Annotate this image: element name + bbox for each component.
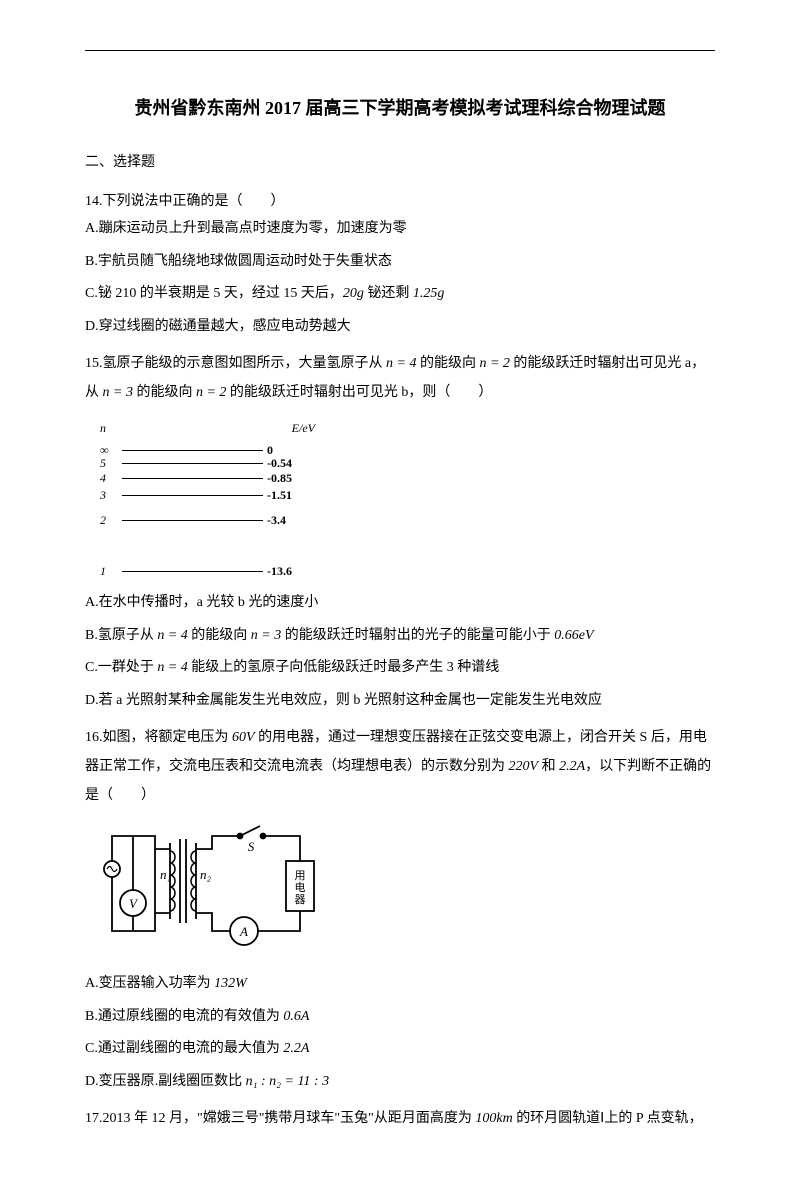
- question-15: 15.氢原子能级的示意图如图所示，大量氢原子从 n = 4 的能级向 n = 2…: [85, 349, 715, 715]
- q16-option-c: C.通过副线圈的电流的最大值为 2.2A: [85, 1036, 715, 1063]
- question-16: 16.如图，将额定电压为 60V 的用电器，通过一理想变压器接在正弦交变电源上，…: [85, 723, 715, 1096]
- q14-option-a: A.蹦床运动员上升到最高点时速度为零，加速度为零: [85, 216, 715, 243]
- energy-level-1: 1 -13.6: [100, 563, 315, 580]
- q14-option-c: C.铋 210 的半衰期是 5 天，经过 15 天后，20g 铋还剩 1.25g: [85, 281, 715, 308]
- q15-option-b: B.氢原子从 n = 4 的能级向 n = 3 的能级跃迁时辐射出的光子的能量可…: [85, 623, 715, 650]
- transformer-circuit-diagram: V S 用 电 器: [100, 821, 715, 962]
- question-14: 14.下列说法中正确的是（ ） A.蹦床运动员上升到最高点时速度为零，加速度为零…: [85, 187, 715, 341]
- energy-level-3: 3 -1.51: [100, 487, 315, 504]
- q14-option-b: B.宇航员随飞船绕地球做圆周运动时处于失重状态: [85, 249, 715, 276]
- n2-label: n₂: [200, 867, 212, 882]
- q17-stem: 17.2013 年 12 月，"嫦娥三号"携带月球车"玉兔"从距月面高度为 10…: [85, 1104, 715, 1133]
- load-label-1: 用: [295, 870, 306, 882]
- q16-option-b: B.通过原线圈的电流的有效值为 0.6A: [85, 1004, 715, 1031]
- q15-stem: 15.氢原子能级的示意图如图所示，大量氢原子从 n = 4 的能级向 n = 2…: [85, 349, 715, 408]
- load-label-3: 器: [295, 893, 306, 906]
- doc-title: 贵州省黔东南州 2017 届高三下学期高考模拟考试理科综合物理试题: [85, 91, 715, 125]
- q16-option-d: D.变压器原.副线圈匝数比 n₁ : n₂ = 11 : 3: [85, 1069, 715, 1096]
- top-rule: [85, 50, 715, 51]
- question-17: 17.2013 年 12 月，"嫦娥三号"携带月球车"玉兔"从距月面高度为 10…: [85, 1104, 715, 1133]
- energy-level-diagram: n E/eV ∞ 0 5 -0.54 4 -0.85 3 -1.51: [100, 417, 315, 580]
- n1-label: n₁: [160, 867, 171, 882]
- load-label-2: 电: [295, 881, 306, 894]
- q16-stem: 16.如图，将额定电压为 60V 的用电器，通过一理想变压器接在正弦交变电源上，…: [85, 723, 715, 811]
- q14-option-d: D.穿过线圈的磁通量越大，感应电动势越大: [85, 314, 715, 341]
- section-header: 二、选择题: [85, 150, 715, 177]
- q14-stem: 14.下列说法中正确的是（ ）: [85, 187, 715, 216]
- energy-header-e: E/eV: [292, 417, 315, 440]
- switch-label: S: [248, 839, 255, 854]
- q16-option-a: A.变压器输入功率为 132W: [85, 971, 715, 998]
- energy-level-2: 2 -3.4: [100, 512, 315, 529]
- circuit-svg: V S 用 电 器: [100, 821, 325, 951]
- q15-option-d: D.若 a 光照射某种金属能发生光电效应，则 b 光照射这种金属也一定能发生光电…: [85, 688, 715, 715]
- energy-header-n: n: [100, 417, 106, 440]
- q15-option-c: C.一群处于 n = 4 能级上的氢原子向低能级跃迁时最多产生 3 种谱线: [85, 655, 715, 682]
- ammeter-label: A: [239, 924, 248, 939]
- q15-option-a: A.在水中传播时，a 光较 b 光的速度小: [85, 590, 715, 617]
